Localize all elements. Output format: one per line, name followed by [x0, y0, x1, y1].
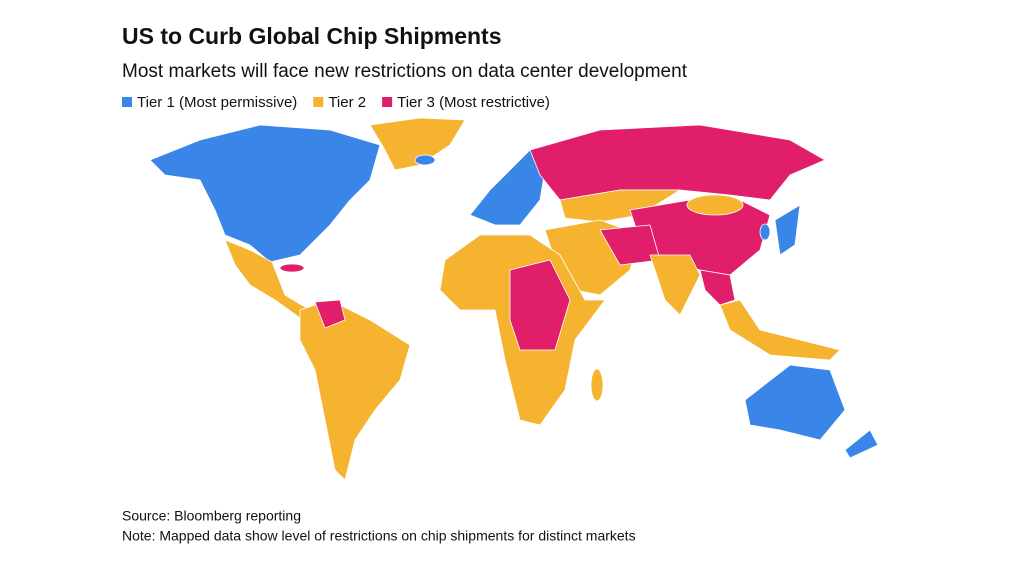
legend-label: Tier 2 [328, 94, 366, 111]
title: US to Curb Global Chip Shipments [122, 23, 502, 49]
legend-swatch [313, 97, 324, 107]
cuba [279, 263, 305, 273]
legend-swatch [122, 97, 132, 107]
iceland [414, 154, 436, 166]
north-america [149, 124, 381, 263]
australia [744, 364, 846, 441]
russia [529, 124, 826, 201]
venezuela [314, 299, 346, 329]
source: Source: Bloomberg reporting [122, 508, 301, 524]
note: Note: Mapped data show level of restrict… [122, 528, 636, 544]
central-africa [509, 259, 571, 351]
south-america [299, 299, 411, 481]
europe [469, 149, 546, 226]
japan [774, 204, 801, 256]
greenland [369, 117, 466, 171]
korea [759, 223, 771, 241]
madagascar [590, 368, 604, 402]
indochina [699, 269, 736, 306]
new-zealand [844, 429, 879, 459]
legend-label: Tier 1 (Most permissive) [137, 94, 297, 111]
subtitle: Most markets will face new restrictions … [122, 61, 688, 82]
southeast-asia [719, 299, 841, 361]
legend: Tier 1 (Most permissive) Tier 2 Tier 3 (Mo… [122, 94, 550, 111]
mongolia [686, 194, 744, 216]
legend-label: Tier 3 (Most restrictive) [397, 94, 550, 111]
india [649, 254, 701, 316]
legend-swatch [382, 97, 393, 107]
world-map [149, 117, 879, 481]
